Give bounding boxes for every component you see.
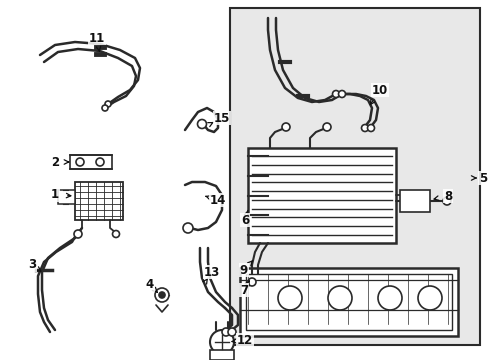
- Circle shape: [278, 286, 302, 310]
- Circle shape: [247, 278, 256, 286]
- Circle shape: [323, 123, 330, 131]
- Text: 5: 5: [478, 171, 486, 184]
- Circle shape: [227, 328, 236, 336]
- Circle shape: [96, 158, 104, 166]
- Bar: [209, 350, 234, 360]
- Bar: [245, 274, 451, 330]
- Bar: [70, 155, 112, 169]
- Bar: [240, 268, 457, 336]
- Circle shape: [105, 101, 111, 107]
- Circle shape: [222, 328, 229, 336]
- Text: 10: 10: [371, 84, 387, 96]
- Text: 2: 2: [51, 156, 59, 168]
- Text: 7: 7: [240, 284, 247, 297]
- Circle shape: [197, 120, 206, 129]
- Bar: [75, 182, 123, 220]
- Circle shape: [282, 123, 289, 131]
- Bar: [58, 190, 75, 204]
- Circle shape: [377, 286, 401, 310]
- Text: 1: 1: [51, 189, 59, 202]
- Text: 12: 12: [236, 333, 253, 346]
- Text: 13: 13: [203, 266, 220, 279]
- Text: 14: 14: [209, 194, 226, 207]
- Text: 3: 3: [28, 258, 36, 271]
- Text: 11: 11: [89, 31, 105, 45]
- Circle shape: [367, 125, 374, 131]
- Text: 8: 8: [443, 189, 451, 202]
- Circle shape: [74, 230, 82, 238]
- Circle shape: [327, 286, 351, 310]
- Circle shape: [112, 230, 119, 238]
- Bar: [229, 8, 479, 345]
- Circle shape: [183, 223, 193, 233]
- Circle shape: [76, 158, 84, 166]
- Circle shape: [361, 125, 368, 131]
- Circle shape: [442, 197, 450, 205]
- Text: 15: 15: [213, 112, 230, 125]
- Circle shape: [332, 90, 339, 98]
- Circle shape: [417, 286, 441, 310]
- Circle shape: [102, 105, 108, 111]
- Text: 6: 6: [241, 213, 248, 226]
- Circle shape: [155, 288, 169, 302]
- Bar: [247, 148, 395, 243]
- Circle shape: [338, 90, 345, 98]
- Circle shape: [159, 292, 164, 298]
- Text: 9: 9: [240, 264, 247, 276]
- Circle shape: [209, 330, 234, 354]
- Text: 4: 4: [145, 279, 154, 292]
- Bar: [399, 190, 429, 212]
